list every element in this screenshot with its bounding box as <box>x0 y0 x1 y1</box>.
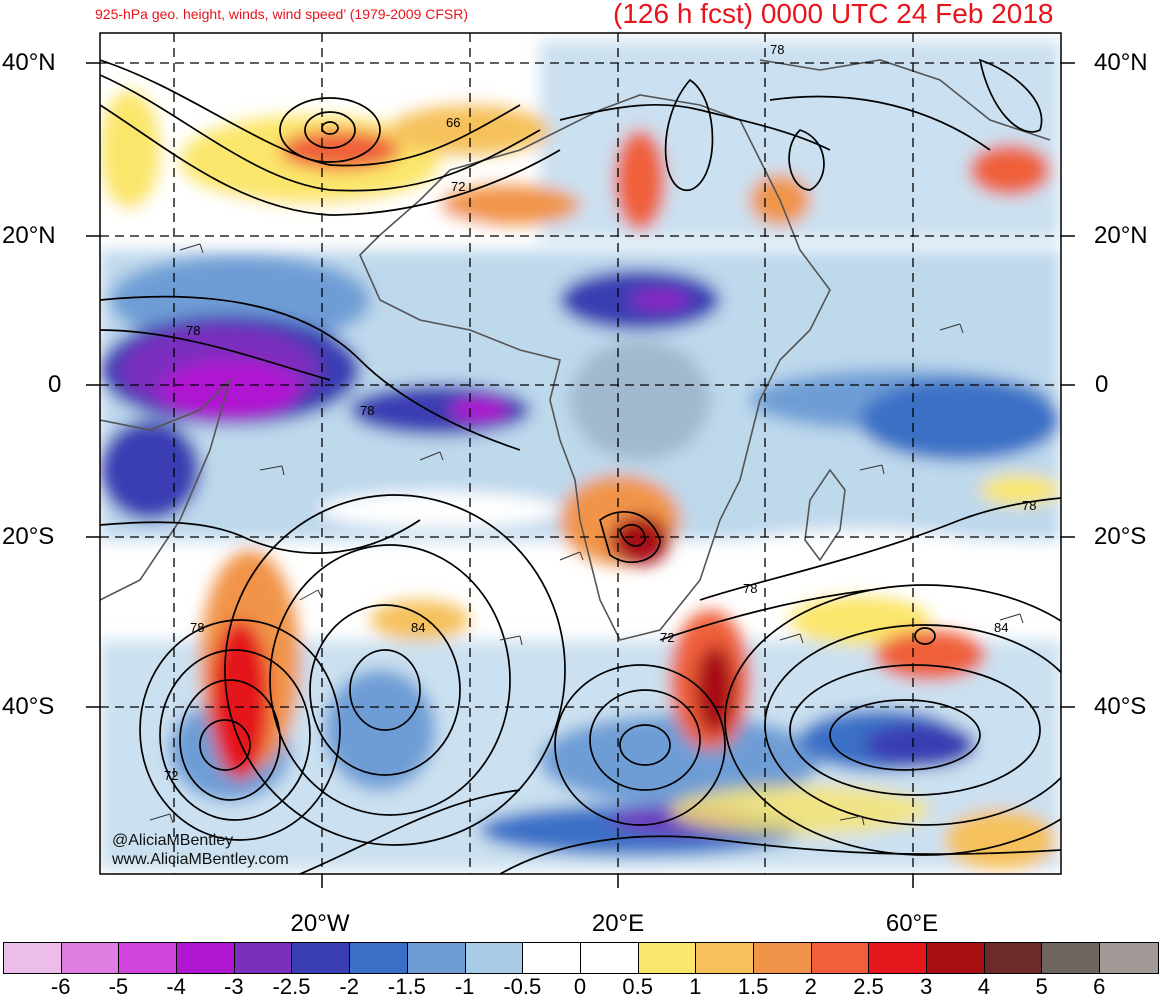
contour-label: 78 <box>190 620 204 635</box>
colorbar-tick-label: 4 <box>977 974 991 999</box>
contour-label: 72 <box>164 768 178 783</box>
colorbar-swatch <box>292 943 351 973</box>
colorbar-swatch <box>177 943 235 973</box>
lat-label-left: 20°N <box>2 222 56 249</box>
coastlines <box>100 59 1051 641</box>
lat-label-right: 40°N <box>1094 49 1148 76</box>
map-frame <box>99 32 1062 875</box>
contour-label: 84 <box>994 620 1008 635</box>
lat-label-left: 40°N <box>2 49 56 76</box>
colorbar-tick-label: -2 <box>339 974 359 999</box>
colorbar-swatch <box>407 943 466 973</box>
colorbar-tick-label: 5 <box>1035 974 1048 999</box>
colorbar-tick-label: -2.5 <box>272 974 311 999</box>
contour-label-group: 66 72 78 78 78 78 84 78 72 72 84 78 <box>164 42 1036 783</box>
map-title: (126 h fcst) 0000 UTC 24 Feb 2018 <box>613 0 1054 29</box>
lon-label: 20°W <box>290 910 350 937</box>
lat-label-right: 0 <box>1095 371 1109 398</box>
colorbar-swatch <box>61 943 120 973</box>
contour-label: 72 <box>660 630 674 645</box>
colorbar-tick-label: -3 <box>224 974 244 999</box>
height-contours <box>100 58 1061 874</box>
wind-barbs <box>149 243 1024 826</box>
colorbar-swatch <box>753 943 812 973</box>
colorbar-swatch <box>350 943 408 973</box>
colorbar-tick-label: 0.5 <box>622 974 653 999</box>
colorbar-swatch <box>4 943 62 973</box>
contour-label: 78 <box>360 403 374 418</box>
contour-label: 72 <box>451 179 465 194</box>
tick-marks <box>86 62 1075 888</box>
colorbar <box>3 942 1159 974</box>
colorbar-tick-label: 2.5 <box>853 974 884 999</box>
lat-label-left: 0 <box>48 371 62 398</box>
colorbar-swatch <box>465 943 524 973</box>
colorbar-tick-label: 6 <box>1093 974 1106 999</box>
colorbar-tick-label: -6 <box>50 974 71 999</box>
colorbar-swatch <box>1100 943 1158 973</box>
colorbar-swatch <box>1042 943 1101 973</box>
colorbar-tick-label: -1 <box>454 974 475 999</box>
colorbar-tick-label: 1.5 <box>737 974 769 999</box>
lat-label-left: 20°S <box>2 523 55 550</box>
lon-label: 60°E <box>885 910 939 937</box>
wind-speed-anomaly-shading <box>100 40 1061 870</box>
colorbar-tick-label: 0 <box>573 974 587 999</box>
contour-label: 78 <box>186 323 200 338</box>
credit-handle: @AliciaMBentley <box>112 832 234 849</box>
graticule <box>100 33 1061 874</box>
contour-label: 78 <box>770 42 784 57</box>
colorbar-swatch <box>984 943 1043 973</box>
lon-label: 20°E <box>591 910 645 937</box>
contour-label: 78 <box>743 581 757 596</box>
colorbar-swatch <box>638 943 697 973</box>
contour-label: 66 <box>446 115 460 130</box>
colorbar-swatch <box>119 943 178 973</box>
colorbar-swatch <box>523 943 581 973</box>
colorbar-tick-label: -4 <box>166 974 186 999</box>
contour-label: 84 <box>411 620 425 635</box>
lat-label-right: 20°N <box>1094 222 1148 249</box>
colorbar-swatch <box>927 943 985 973</box>
lat-label-right: 20°S <box>1094 523 1147 550</box>
colorbar-swatch <box>811 943 870 973</box>
colorbar-tick-label: 1 <box>689 974 702 999</box>
lat-label-right: 40°S <box>1094 693 1147 720</box>
colorbar-swatch <box>580 943 639 973</box>
colorbar-tick-label: -5 <box>108 974 129 999</box>
credit-website: www.AliciaMBentley.com <box>112 851 289 868</box>
contour-label: 78 <box>1022 498 1036 513</box>
colorbar-swatch <box>234 943 293 973</box>
lat-label-left: 40°S <box>2 693 55 720</box>
map-subtitle: 925-hPa geo. height, winds, wind speed’ … <box>95 6 469 22</box>
colorbar-tick-label: -1.5 <box>387 974 426 999</box>
colorbar-tick-label: -0.5 <box>503 974 542 999</box>
colorbar-swatch <box>869 943 927 973</box>
colorbar-tick-label: 3 <box>920 974 933 999</box>
colorbar-swatch <box>696 943 754 973</box>
colorbar-tick-label: 2 <box>804 974 817 999</box>
